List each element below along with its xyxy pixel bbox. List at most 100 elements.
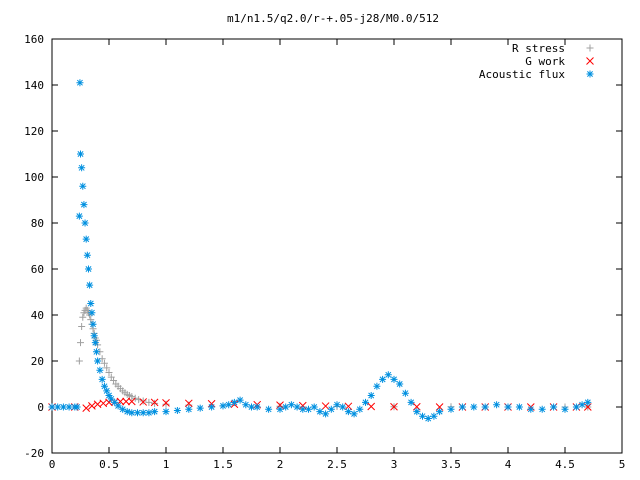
axes [51,38,623,454]
x-tick-label: 2.5 [327,458,347,471]
data-point [151,399,159,407]
data-point [134,409,141,417]
x-tick-label: 0 [49,458,56,471]
data-point [82,235,90,243]
data-point [419,412,426,420]
data-point [248,403,255,411]
data-point [208,403,216,411]
data-point [84,265,92,273]
x-tick-label: 4.5 [555,458,575,471]
data-point [196,404,204,412]
axis-ticks: 0 0.5 1 1.5 2 2.5 3 3.5 4 4.5 5 -20 0 20 40 60 80 100 120 1… [24,33,625,471]
x-tick-label: 1.5 [213,458,233,471]
data-point [504,403,512,411]
data-point [407,398,415,406]
legend-label: G work [525,55,565,68]
data-point [367,402,376,411]
data-point [584,398,592,406]
data-point [88,401,96,410]
plot-area [48,79,592,422]
legend-label: Acoustic flux [479,68,565,81]
data-point [81,219,89,227]
data-point [103,387,111,395]
data-point [48,403,56,411]
data-point [92,348,100,356]
data-point [493,401,501,409]
data-point [572,403,580,411]
data-point [111,398,119,406]
y-tick-label: -20 [24,447,44,460]
data-point [150,398,159,407]
data-point [98,375,106,383]
data-point [173,406,181,414]
data-point [305,405,312,413]
data-point [54,403,62,411]
data-point [79,313,87,321]
data-point [139,398,148,406]
legend-marker [586,57,594,65]
data-point [79,182,87,190]
data-point [390,402,398,411]
series-r-stress [75,304,592,411]
data-point [100,382,108,390]
data-point [184,399,193,408]
y-tick-label: 0 [37,401,44,414]
data-point [119,405,127,413]
data-point [333,401,341,409]
data-point [145,409,153,417]
data-point [114,402,122,410]
data-point [310,403,318,411]
data-point [78,323,86,330]
data-point [86,281,94,289]
x-tick-label: 1 [163,458,170,471]
data-point [75,357,83,365]
data-point [107,395,115,403]
data-point [447,405,455,413]
data-point [80,201,88,209]
data-point [339,403,347,411]
data-point [282,403,290,411]
data-point [77,339,84,347]
data-point [327,405,335,413]
data-point [77,150,84,158]
data-point [230,398,238,406]
x-tick-label: 3 [391,458,398,471]
data-point [430,412,438,420]
data-point [73,403,81,411]
legend-label: R stress [512,42,565,55]
data-point [527,405,535,413]
data-point [78,164,86,172]
data-point [356,405,364,413]
series-acoustic-flux [48,79,592,422]
data-point [344,402,353,411]
x-tick-label: 3.5 [441,458,461,471]
data-point [162,408,170,416]
data-point [89,320,97,328]
data-point [139,397,147,405]
data-point [94,357,102,365]
y-tick-label: 60 [31,263,44,276]
data-point [413,408,421,416]
data-point [299,405,307,413]
data-point [481,403,489,411]
data-point [128,393,136,401]
data-point [344,408,352,416]
data-point [87,300,95,307]
y-tick-label: 40 [31,309,44,322]
data-point [578,401,586,409]
data-point [90,332,98,340]
y-tick-label: 120 [24,125,44,138]
data-point [185,405,193,413]
y-tick-label: 100 [24,171,44,184]
data-point [265,405,273,413]
data-point [105,392,113,399]
data-point [242,401,250,409]
data-point [367,392,375,399]
data-point [550,403,558,411]
x-tick-label: 4 [505,458,512,471]
data-point [83,251,91,259]
data-point [123,408,131,416]
plot-border [51,38,623,454]
y-tick-label: 140 [24,79,44,92]
